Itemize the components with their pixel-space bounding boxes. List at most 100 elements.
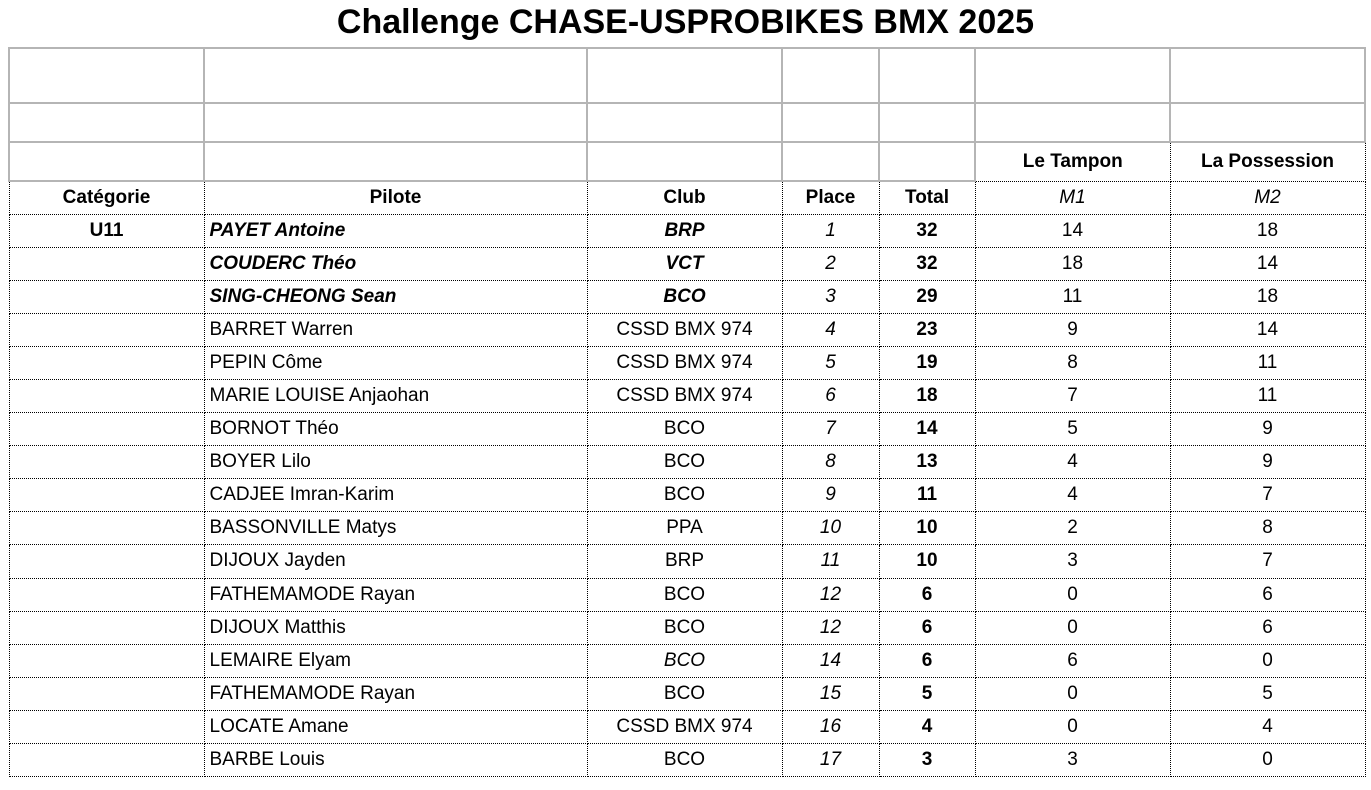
cell-place: 9 [781,478,880,513]
cell-categorie [8,511,205,546]
cell-pilote: MARIE LOUISE Anjaohan [203,378,588,414]
cell-total: 6 [878,643,976,678]
cell-place: 3 [781,279,880,314]
cell-m1: 0 [974,577,1171,612]
cell-total: 3 [878,742,976,778]
cell-pilote: BORNOT Théo [203,412,588,447]
cell-m2: 9 [1169,412,1366,447]
cell-m1: 0 [974,676,1171,711]
cell-total: 6 [878,577,976,612]
cell-m2: 11 [1169,345,1366,380]
table-row: LOCATE Amane CSSD BMX 974 16 4 0 4 [8,709,1366,745]
cell-categorie [8,577,205,612]
cell-place: 17 [781,742,880,778]
cell-pilote: PAYET Antoine [203,213,588,248]
header-row: Catégorie Pilote Club Place Total M1 M2 [8,180,1366,215]
cell-m1: 2 [974,511,1171,546]
table-row: BASSONVILLE Matys PPA 10 10 2 8 [8,511,1366,546]
cell-place: 1 [781,213,880,248]
header-place: Place [781,180,880,215]
cell-club: BCO [586,412,783,447]
cell-place: 12 [781,610,880,645]
table-row: SING-CHEONG Sean BCO 3 29 11 18 [8,279,1366,314]
cell-categorie [8,312,205,347]
cell-club: CSSD BMX 974 [586,345,783,380]
venue-row: Le Tampon La Possession [8,141,1366,182]
cell-pilote: DIJOUX Matthis [203,610,588,645]
cell-club: BCO [586,478,783,513]
table-row: BORNOT Théo BCO 7 14 5 9 [8,412,1366,447]
cell-place: 7 [781,412,880,447]
cell-club: CSSD BMX 974 [586,312,783,347]
cell-m2: 9 [1169,445,1366,480]
cell-place: 16 [781,709,880,745]
cell-place: 5 [781,345,880,380]
table-row: COUDERC Théo VCT 2 32 18 14 [8,246,1366,281]
header-m2: M2 [1169,180,1366,215]
cell-m2: 5 [1169,676,1366,711]
cell-categorie [8,709,205,745]
cell-total: 29 [878,279,976,314]
cell-m1: 14 [974,213,1171,248]
cell-m1: 3 [974,544,1171,579]
cell-total: 19 [878,345,976,380]
cell-m2: 0 [1169,742,1366,778]
cell-total: 32 [878,213,976,248]
cell-m1: 9 [974,312,1171,347]
cell-m1: 18 [974,246,1171,281]
cell-m2: 6 [1169,577,1366,612]
table-row: MARIE LOUISE Anjaohan CSSD BMX 974 6 18 7 11 [8,378,1366,414]
cell-m2: 18 [1169,213,1366,248]
table-row: BARBE Louis BCO 17 3 3 0 [8,742,1366,778]
table-row: BOYER Lilo BCO 8 13 4 9 [8,445,1366,480]
cell-club: BRP [586,213,783,248]
cell-total: 10 [878,511,976,546]
table-row: FATHEMAMODE Rayan BCO 12 6 0 6 [8,577,1366,612]
cell-club: BCO [586,445,783,480]
cell-place: 8 [781,445,880,480]
cell-m1: 11 [974,279,1171,314]
cell-categorie [8,445,205,480]
cell-total: 4 [878,709,976,745]
cell-pilote: CADJEE Imran-Karim [203,478,588,513]
cell-club: PPA [586,511,783,546]
empty-row [8,47,1366,104]
venue-le-tampon: Le Tampon [974,141,1171,182]
cell-total: 32 [878,246,976,281]
cell-categorie [8,246,205,281]
cell-m2: 7 [1169,478,1366,513]
venue-la-possession: La Possession [1169,141,1366,182]
cell-pilote: SING-CHEONG Sean [203,279,588,314]
cell-categorie [8,378,205,414]
cell-m2: 6 [1169,610,1366,645]
table-row: CADJEE Imran-Karim BCO 9 11 4 7 [8,478,1366,513]
empty-row [8,102,1366,143]
cell-m1: 6 [974,643,1171,678]
cell-pilote: BASSONVILLE Matys [203,511,588,546]
cell-categorie [8,610,205,645]
cell-place: 4 [781,312,880,347]
table-row: BARRET Warren CSSD BMX 974 4 23 9 14 [8,312,1366,347]
header-club: Club [586,180,783,215]
cell-club: BCO [586,279,783,314]
cell-total: 13 [878,445,976,480]
cell-place: 14 [781,643,880,678]
cell-club: VCT [586,246,783,281]
header-m1: M1 [974,180,1171,215]
cell-pilote: FATHEMAMODE Rayan [203,577,588,612]
cell-m1: 5 [974,412,1171,447]
cell-pilote: LEMAIRE Elyam [203,643,588,678]
cell-club: CSSD BMX 974 [586,378,783,414]
cell-m1: 3 [974,742,1171,778]
cell-club: BCO [586,676,783,711]
cell-pilote: BARRET Warren [203,312,588,347]
cell-m1: 8 [974,345,1171,380]
header-categorie: Catégorie [8,180,205,215]
cell-m1: 7 [974,378,1171,414]
cell-club: CSSD BMX 974 [586,709,783,745]
cell-categorie [8,676,205,711]
table-row: FATHEMAMODE Rayan BCO 15 5 0 5 [8,676,1366,711]
cell-club: BCO [586,577,783,612]
page-title: Challenge CHASE-USPROBIKES BMX 2025 [336,3,1035,41]
cell-m2: 14 [1169,312,1366,347]
